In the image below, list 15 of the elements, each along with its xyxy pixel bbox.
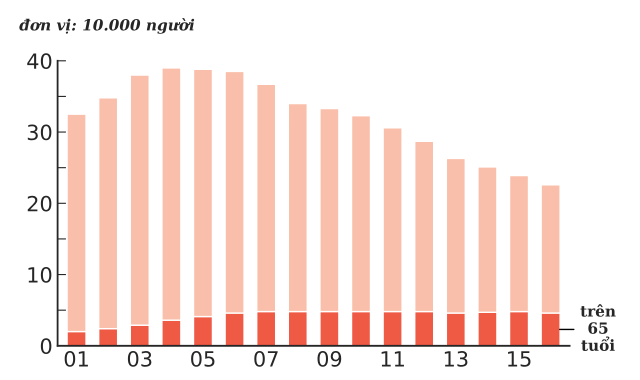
y-tick-label: 0 (40, 338, 52, 354)
x-tick-label: 07 (254, 351, 278, 367)
series-label: trên 65 tuổi (580, 304, 616, 351)
x-tick-label: 09 (318, 351, 342, 367)
chart-title: đơn vị: 10.000 người (19, 18, 194, 34)
x-tick-label: 11 (382, 351, 404, 366)
y-tick-label: 10 (28, 267, 52, 283)
x-tick-label: 15 (508, 351, 530, 367)
x-tick-label: 01 (64, 351, 88, 367)
x-tick-label: 13 (444, 351, 468, 367)
y-tick-label: 30 (28, 124, 52, 140)
y-tick-label: 40 (27, 53, 52, 70)
y-tick-label: 20 (28, 196, 52, 212)
x-tick-label: 05 (191, 351, 214, 367)
x-tick-label: 03 (128, 351, 152, 367)
